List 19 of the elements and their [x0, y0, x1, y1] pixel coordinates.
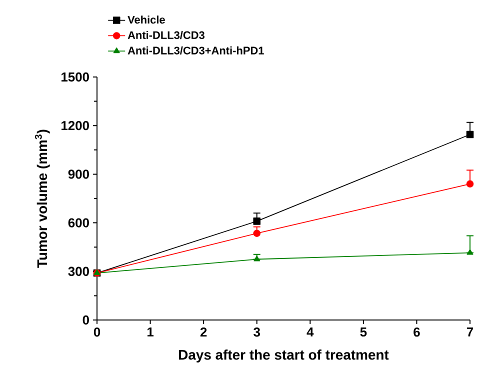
x-tick-label: 3	[254, 328, 260, 337]
x-axis-title: Days after the start of treatment	[179, 350, 389, 363]
x-tick-label: 5	[360, 328, 367, 337]
legend-label: Vehicle	[128, 16, 165, 24]
y-tick-label: 0	[82, 315, 89, 325]
x-tick-label: 4	[306, 328, 314, 336]
y-tick-label: 1500	[62, 72, 89, 82]
x-tick-label: 1	[148, 328, 154, 336]
x-tick-label: 2	[200, 328, 207, 337]
legend-label: Anti-DLL3/CD3	[128, 30, 204, 40]
y-tick-label: 1200	[62, 121, 89, 130]
x-tick-label: 7	[466, 328, 474, 336]
y-tick-label: 300	[68, 266, 89, 276]
y-axis-title: Tumor volume (mm$^{3}$)	[34, 130, 50, 268]
x-tick-label: 6	[414, 328, 420, 337]
y-tick-label: 900	[68, 170, 89, 179]
x-tick-label: 0	[94, 328, 100, 337]
legend-label: Anti-DLL3/CD3+Anti-hPD1	[128, 46, 264, 55]
y-tick-label: 600	[68, 218, 89, 228]
